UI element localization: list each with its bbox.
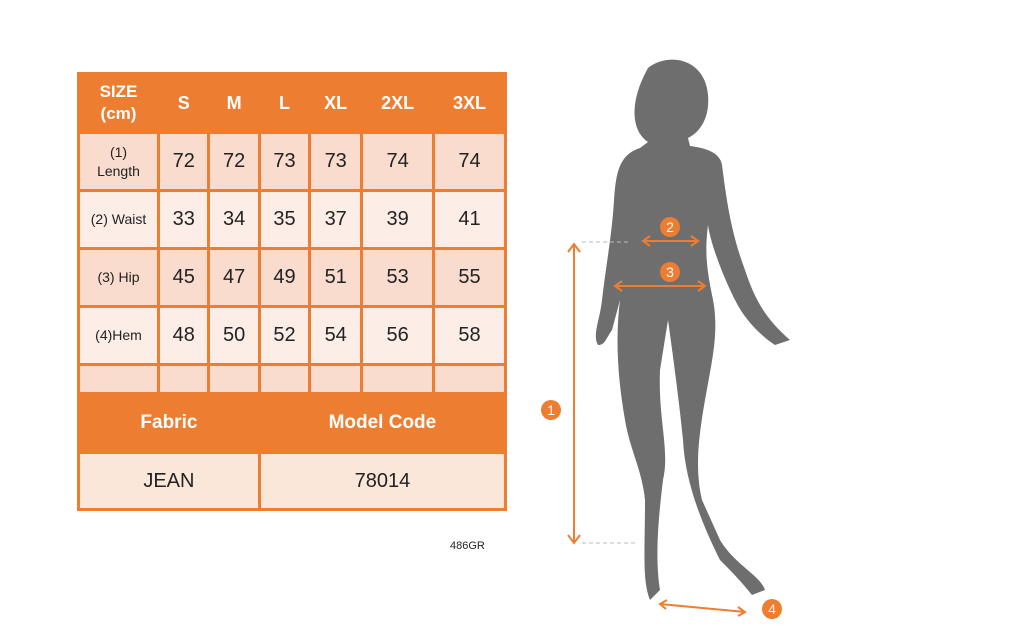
marker-2	[660, 217, 680, 237]
cell: 39	[360, 189, 436, 250]
cell: 56	[360, 305, 436, 366]
row-label: (1) Length	[77, 131, 160, 192]
cell: 35	[257, 189, 312, 250]
arrow-head	[567, 242, 581, 253]
fabric-value-row: JEAN 78014	[77, 451, 508, 511]
row-label-line: (1)	[109, 143, 128, 160]
cell: 72	[207, 131, 261, 192]
size-chart-table: SIZE (cm) S M L XL 2XL 3XL (1) Length 72 72…	[77, 72, 508, 511]
size-col-xl: XL	[308, 72, 364, 134]
cell: 45	[156, 247, 211, 308]
size-header: SIZE (cm)	[77, 72, 160, 134]
size-col-s: S	[156, 72, 211, 134]
cell: 74	[432, 131, 507, 192]
cell: 50	[207, 305, 261, 366]
size-header-unit: (cm)	[100, 104, 137, 123]
cell: 55	[432, 247, 507, 308]
arrow-head	[697, 280, 707, 292]
silhouette-shape	[595, 59, 790, 601]
cell: 49	[257, 247, 312, 308]
product-code: 486GR	[450, 540, 485, 552]
blank-row	[77, 363, 507, 395]
size-header-line: SIZE	[99, 82, 138, 101]
marker-3	[660, 262, 680, 282]
cell: 73	[257, 131, 312, 192]
marker-4	[762, 599, 782, 619]
fabric-label: Fabric	[77, 392, 261, 454]
fabric-header-row: Fabric Model Code	[77, 392, 508, 454]
arrow-head	[690, 235, 700, 247]
cell: 58	[432, 305, 507, 366]
arrow-head	[641, 235, 651, 247]
cell: 54	[308, 305, 364, 366]
size-col-3xl: 3XL	[432, 72, 507, 134]
cell: 33	[156, 189, 211, 250]
arrow-head	[737, 606, 747, 617]
model-code-label: Model Code	[257, 392, 508, 454]
row-label: (2) Waist	[77, 189, 160, 250]
marker-4-label: 4	[768, 601, 776, 617]
cell: 52	[257, 305, 312, 366]
model-code-value: 78014	[257, 451, 508, 511]
table-row: (4)Hem 48 50 52 54 56 58	[77, 305, 507, 366]
cell: 47	[207, 247, 261, 308]
cell: 53	[360, 247, 436, 308]
cell: 51	[308, 247, 364, 308]
cell: 34	[207, 189, 261, 250]
hem-arrow	[659, 603, 746, 613]
cell: 73	[308, 131, 364, 192]
cell: 72	[156, 131, 211, 192]
row-label: (4)Hem	[77, 305, 160, 366]
cell: 74	[360, 131, 436, 192]
size-col-m: M	[207, 72, 261, 134]
marker-3-label: 3	[666, 264, 674, 280]
row-label-line: Length	[97, 162, 140, 179]
arrow-head	[658, 599, 668, 610]
marker-1-label: 1	[547, 402, 555, 418]
size-col-2xl: 2XL	[360, 72, 436, 134]
cell: 48	[156, 305, 211, 366]
cell: 37	[308, 189, 364, 250]
arrow-head	[567, 534, 581, 545]
silhouette	[595, 59, 790, 601]
size-col-l: L	[257, 72, 312, 134]
fabric-value: JEAN	[77, 451, 261, 511]
arrow-head	[613, 280, 623, 292]
table-row: (2) Waist 33 34 35 37 39 41	[77, 189, 507, 250]
cell: 41	[432, 189, 507, 250]
row-label: (3) Hip	[77, 247, 160, 308]
marker-2-label: 2	[666, 219, 674, 235]
table-row: (1) Length 72 72 73 73 74 74	[77, 131, 507, 192]
table-row: (3) Hip 45 47 49 51 53 55	[77, 247, 507, 308]
marker-1	[541, 400, 561, 420]
